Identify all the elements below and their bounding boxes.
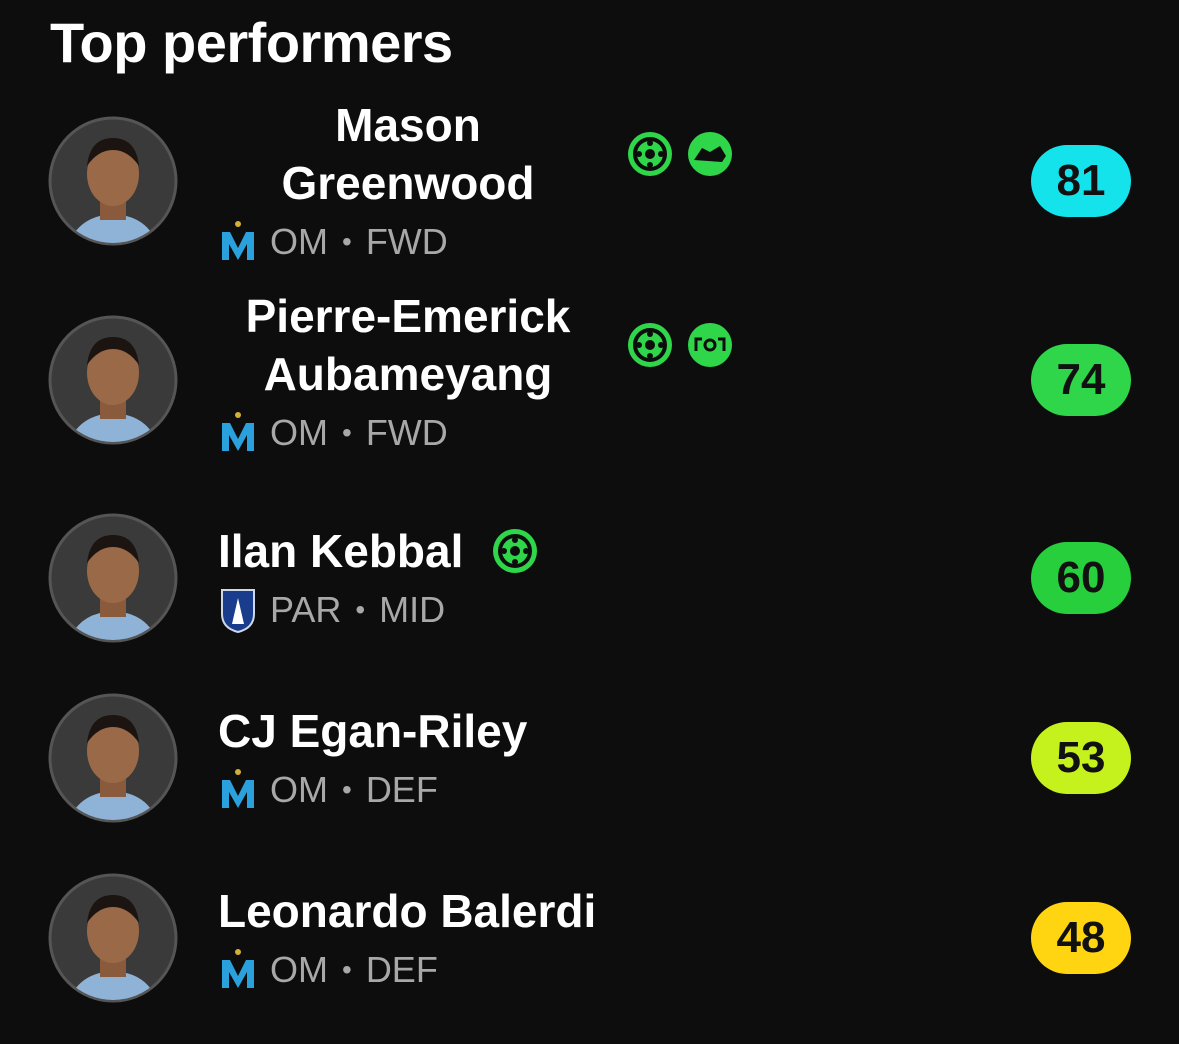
team: OM <box>270 769 328 810</box>
avatar <box>48 873 178 1003</box>
player-name: Ilan Kebbal <box>218 525 464 577</box>
title: Top performers <box>50 11 453 74</box>
team-logo <box>218 946 258 994</box>
rating-badge: 53 <box>1031 722 1131 794</box>
separator: • <box>342 774 352 805</box>
position: MID <box>379 589 446 630</box>
player-row[interactable]: Pierre-Emerick Aubameyang OM • FWD 74 <box>0 290 1179 465</box>
assist-icon <box>686 130 734 178</box>
position: DEF <box>365 949 438 990</box>
team-logo <box>218 218 258 266</box>
goal-icon <box>626 321 674 369</box>
separator: • <box>342 417 352 448</box>
team-logo <box>218 586 258 634</box>
position: DEF <box>365 769 438 810</box>
separator: • <box>342 954 352 985</box>
goal-icon <box>626 130 674 178</box>
rating-badge: 48 <box>1031 902 1131 974</box>
player-row[interactable]: Ilan Kebbal PAR • MID 60 <box>0 493 1179 663</box>
player-row[interactable]: CJ Egan-Riley OM • DEF 53 <box>0 673 1179 843</box>
player-row[interactable]: Mason Greenwood OM • FWD 81 <box>0 96 1179 266</box>
avatar <box>48 693 178 823</box>
player-name: Pierre-Emerick Aubameyang <box>245 290 571 400</box>
rating-badge: 60 <box>1031 542 1131 614</box>
team: OM <box>270 949 328 990</box>
avatar <box>48 513 178 643</box>
separator: • <box>355 594 366 625</box>
goal-icon <box>491 527 539 575</box>
team-logo <box>218 409 258 457</box>
separator: • <box>342 226 352 257</box>
player-name: CJ Egan-Riley <box>218 705 528 757</box>
team: OM <box>270 412 328 453</box>
avatar <box>48 315 178 445</box>
team: OM <box>270 221 328 262</box>
rating-badge: 81 <box>1031 145 1131 217</box>
player-row[interactable]: Leonardo Balerdi OM • DEF 48 <box>0 853 1179 1023</box>
save-icon <box>686 321 734 369</box>
player-name: Leonardo Balerdi <box>218 885 597 937</box>
team-logo <box>218 766 258 814</box>
position: FWD <box>365 412 448 453</box>
team: PAR <box>270 589 342 630</box>
position: FWD <box>365 221 448 262</box>
rating-badge: 74 <box>1031 344 1131 416</box>
avatar <box>48 116 178 246</box>
player-name: Mason Greenwood <box>281 99 535 209</box>
